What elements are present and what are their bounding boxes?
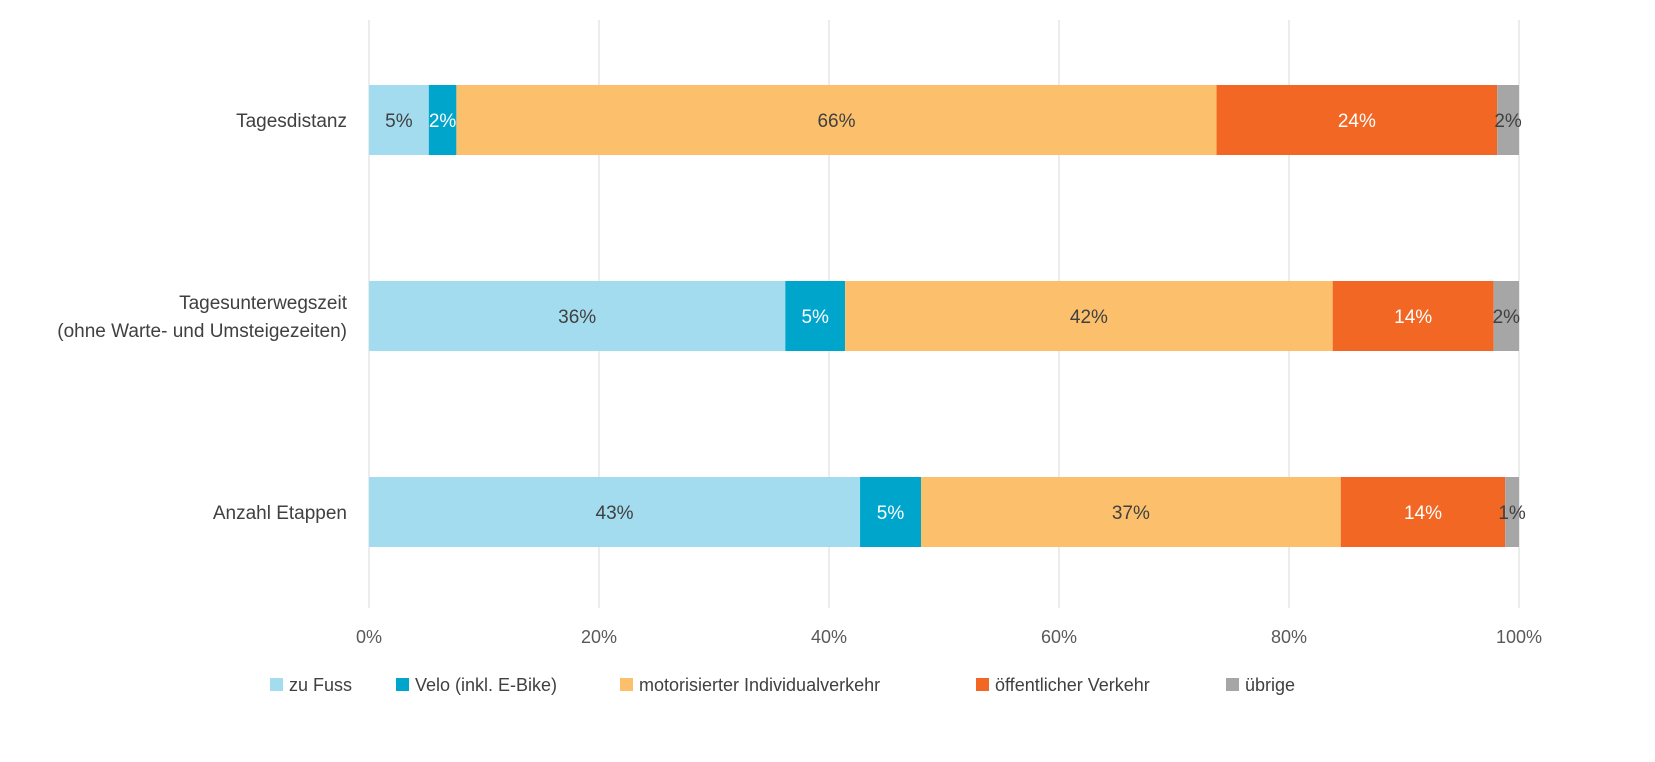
x-tick-label: 40% (811, 627, 847, 647)
legend-swatch (620, 678, 633, 691)
data-label: 37% (1112, 503, 1150, 524)
bar-segment (845, 281, 1333, 351)
bar-segment (1340, 477, 1506, 547)
data-label: 2% (1494, 111, 1522, 132)
bar-segment (1493, 281, 1519, 351)
bar-segment (1216, 85, 1498, 155)
bar-segment (1505, 477, 1519, 547)
data-label: 2% (429, 111, 457, 132)
x-tick-label: 80% (1271, 627, 1307, 647)
data-label: 66% (817, 111, 855, 132)
legend-swatch (1226, 678, 1239, 691)
bar-segment (860, 477, 921, 547)
data-label: 36% (558, 307, 596, 328)
data-label: 5% (877, 503, 905, 524)
data-label: 5% (385, 111, 413, 132)
legend-swatch (976, 678, 989, 691)
legend-label: übrige (1245, 675, 1295, 695)
data-label: 2% (1493, 307, 1521, 328)
category-label: Anzahl Etappen (213, 503, 347, 524)
data-label: 24% (1338, 111, 1376, 132)
legend-label: Velo (inkl. E-Bike) (415, 675, 557, 695)
data-label: 14% (1404, 503, 1442, 524)
legend-label: öffentlicher Verkehr (995, 675, 1150, 695)
data-label: 42% (1070, 307, 1108, 328)
legend-label: zu Fuss (289, 675, 352, 695)
bar-segment (1497, 85, 1519, 155)
bar-segment (456, 85, 1217, 155)
category-label: Tagesunterwegszeit (ohne Warte- und Umste… (57, 293, 347, 342)
bar-segment (428, 85, 457, 155)
bar-segment (921, 477, 1341, 547)
x-tick-label: 0% (356, 627, 382, 647)
data-label: 14% (1394, 307, 1432, 328)
legend-label: motorisierter Individualverkehr (639, 675, 880, 695)
data-label: 1% (1498, 503, 1526, 524)
x-tick-label: 20% (581, 627, 617, 647)
bar-segment (1332, 281, 1494, 351)
bar-segment (369, 85, 429, 155)
x-tick-label: 60% (1041, 627, 1077, 647)
data-label: 43% (596, 503, 634, 524)
data-label: 5% (801, 307, 829, 328)
bar-segment (785, 281, 846, 351)
legend-swatch (270, 678, 283, 691)
legend-swatch (396, 678, 409, 691)
category-label: Tagesdistanz (236, 111, 347, 132)
bar-segment (369, 281, 786, 351)
bar-segment (369, 477, 861, 547)
x-tick-label: 100% (1496, 627, 1542, 647)
